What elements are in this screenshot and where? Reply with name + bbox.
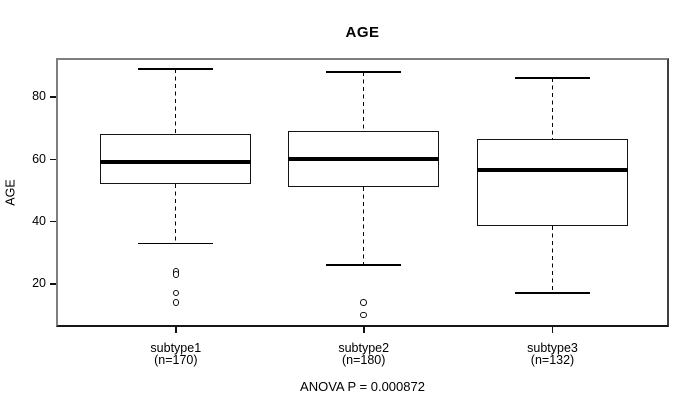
x-group-label: subtype1 (n=170): [106, 340, 246, 367]
y-tick-mark: [50, 96, 56, 98]
y-tick-mark: [50, 158, 56, 160]
group-n-label: (n=180): [341, 353, 386, 367]
group-n-label: (n=170): [154, 353, 198, 367]
x-tick-mark: [551, 327, 554, 333]
y-tick-label: 40: [32, 214, 46, 228]
group-name-label: subtype2: [338, 340, 390, 355]
outlier-point: [360, 299, 367, 306]
whisker-dash: [175, 184, 177, 244]
y-tick-label: 20: [32, 276, 46, 291]
whisker-dash: [551, 78, 554, 139]
outlier-point: [360, 311, 367, 319]
whisker-dash: [551, 226, 554, 294]
whisker-cap: [326, 264, 402, 266]
median-line: [476, 168, 629, 173]
x-group-label: subtype3 (n=132): [483, 340, 623, 367]
whisker-cap: [138, 242, 214, 245]
whisker-cap: [514, 292, 591, 294]
x-tick-mark: [363, 327, 365, 333]
median-line: [288, 157, 440, 162]
whisker-dash: [175, 68, 177, 135]
x-tick-mark: [175, 327, 177, 333]
group-name-label: subtype3: [527, 340, 578, 355]
iqr-box: [476, 139, 629, 227]
iqr-box: [100, 134, 252, 185]
whisker-dash: [363, 72, 365, 132]
whisker-cap: [326, 71, 402, 73]
y-tick-label: 80: [32, 89, 46, 104]
group-name-label: subtype1: [150, 340, 202, 355]
chart-title: AGE: [345, 24, 380, 41]
x-group-label: subtype2 (n=180): [294, 340, 434, 367]
group-n-label: (n=132): [530, 353, 575, 367]
outlier-point: [172, 299, 179, 306]
outlier-point: [172, 271, 179, 278]
whisker-cap: [514, 77, 591, 79]
y-tick-mark: [50, 283, 56, 285]
whisker-cap: [138, 68, 214, 70]
y-tick-label: 60: [32, 151, 46, 166]
median-line: [100, 160, 252, 165]
outlier-point: [172, 289, 179, 297]
whisker-dash: [363, 187, 365, 266]
anova-annotation: ANOVA P = 0.000872: [300, 379, 425, 394]
y-tick-mark: [50, 220, 56, 223]
